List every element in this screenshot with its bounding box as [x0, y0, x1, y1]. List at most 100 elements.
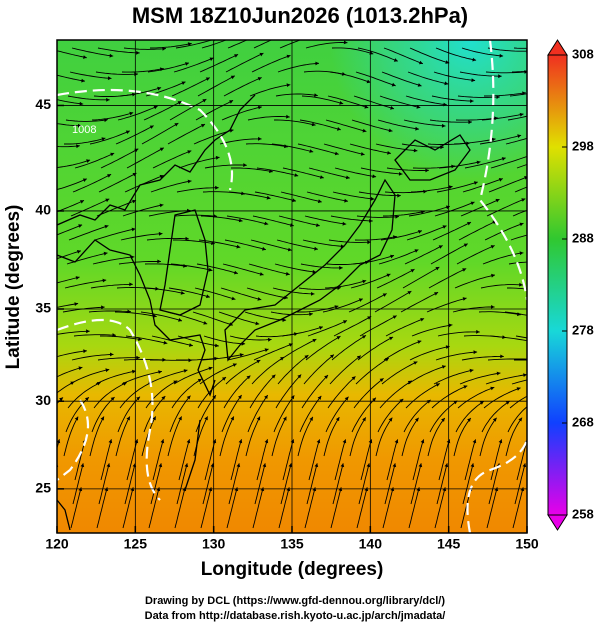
streamline [404, 245, 443, 265]
arrowhead [542, 317, 546, 321]
streamline [356, 487, 368, 529]
streamline [358, 191, 401, 197]
arrowhead [101, 305, 105, 310]
streamline [407, 71, 449, 85]
arrowhead [153, 105, 158, 110]
arrowhead [414, 249, 419, 253]
arrowhead [290, 439, 295, 444]
streamline [117, 105, 158, 121]
streamline [437, 331, 480, 337]
streamline [219, 416, 235, 457]
streamline [218, 311, 260, 325]
streamline [464, 439, 477, 481]
streamline [304, 487, 316, 529]
streamline [68, 225, 109, 241]
arrowhead [388, 128, 393, 133]
arrowhead [413, 361, 418, 365]
streamline [483, 387, 521, 409]
streamline [507, 287, 527, 290]
streamline [436, 463, 448, 505]
streamline [488, 463, 500, 505]
streamline [378, 249, 419, 265]
streamline [360, 167, 403, 175]
arrowhead [386, 273, 391, 278]
streamline [65, 119, 108, 122]
arrowhead [255, 321, 260, 326]
streamline [356, 215, 399, 218]
streamline [409, 47, 450, 64]
streamline [173, 57, 214, 73]
streamline [323, 416, 340, 457]
streamline [384, 463, 396, 505]
arrowhead [288, 31, 292, 35]
arrowhead [309, 312, 313, 317]
arrowhead [469, 368, 474, 373]
streamline [485, 71, 527, 74]
arrowhead [81, 78, 85, 83]
streamline [438, 439, 451, 481]
y-tick-label: 45 [35, 96, 51, 112]
arrowhead [230, 75, 235, 80]
streamline [277, 62, 320, 73]
arrowhead [183, 369, 188, 373]
arrowhead [495, 198, 500, 203]
arrowhead [86, 159, 91, 163]
arrowhead [76, 144, 80, 149]
arrowhead [288, 463, 293, 468]
arrowhead [107, 76, 112, 81]
streamline [171, 378, 203, 409]
streamline [57, 74, 86, 82]
arrowhead [476, 329, 480, 334]
streamline [98, 463, 110, 505]
streamline [452, 306, 495, 313]
streamline [98, 172, 137, 193]
streamline [458, 220, 497, 241]
streamline [197, 376, 227, 409]
streamline [125, 335, 168, 344]
streamline [223, 77, 262, 97]
streamline [299, 119, 341, 131]
arrowhead [297, 374, 302, 379]
streamline [464, 157, 506, 169]
streamline [67, 381, 101, 409]
streamline [198, 239, 241, 248]
arrowhead [476, 160, 481, 165]
streamline [301, 95, 344, 105]
streamline [438, 161, 481, 169]
streamline [226, 487, 238, 529]
streamline [92, 256, 135, 265]
arrowhead [185, 236, 189, 241]
arrowhead [78, 123, 82, 128]
arrowhead [319, 175, 324, 179]
streamline [297, 143, 339, 155]
arrowhead [468, 120, 472, 125]
arrowhead [292, 198, 296, 203]
streamline [219, 138, 262, 145]
streamline [73, 334, 116, 337]
streamline [145, 380, 178, 409]
streamline [411, 324, 453, 337]
streamline [150, 42, 192, 49]
arrowhead [125, 130, 130, 134]
streamline [278, 487, 290, 529]
streamline [461, 47, 504, 57]
arrowhead [257, 77, 262, 81]
arrowhead [442, 225, 447, 229]
arrowhead [516, 387, 521, 391]
streamline [434, 201, 475, 217]
streamline [435, 47, 477, 61]
streamline [57, 276, 80, 284]
arrowhead [518, 417, 523, 422]
streamline [231, 167, 273, 173]
arrowhead [314, 463, 319, 468]
contour-label: 1008 [72, 124, 96, 136]
streamline [460, 198, 500, 217]
streamline [89, 416, 105, 457]
arrowhead [500, 354, 504, 359]
arrowhead [49, 417, 53, 421]
arrowhead [462, 297, 467, 301]
arrowhead [264, 395, 268, 399]
streamline [171, 77, 211, 97]
arrowhead [186, 395, 191, 400]
isobar [57, 319, 161, 501]
